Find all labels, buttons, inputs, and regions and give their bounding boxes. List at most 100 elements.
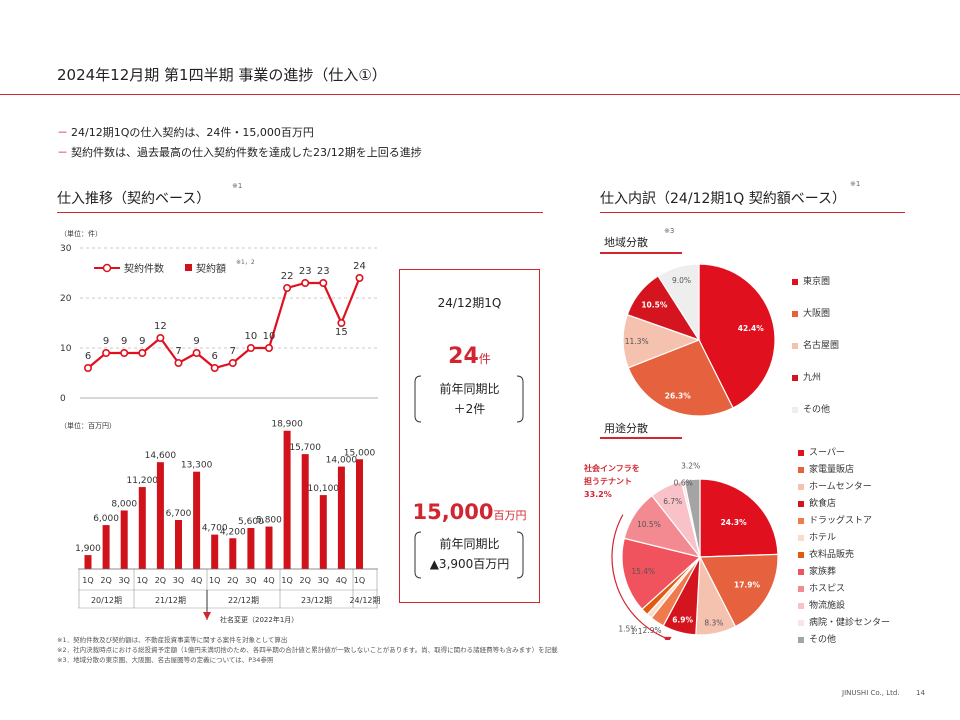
kpi-count-yoy-label: 前年同期比: [439, 382, 500, 396]
line-data-label: 9: [139, 336, 145, 347]
bar: [247, 528, 255, 569]
kpi-amount-unit: 百万円: [493, 509, 527, 522]
line-point: [283, 283, 292, 292]
legend-label: 家族葬: [809, 567, 837, 577]
kpi-count-bracket: [414, 375, 524, 423]
bar-x-tick: 2Q: [227, 576, 238, 585]
left-section-title-text: 仕入推移（契約ベース）: [57, 191, 211, 207]
pie-slice: [699, 553, 779, 628]
pie-slice: [657, 263, 700, 343]
bar: [319, 495, 327, 569]
line-point: [192, 348, 201, 357]
region-pie-title-underline: [600, 252, 682, 254]
bar-x-tick: 4Q: [191, 576, 202, 585]
legend-item: 大阪圏: [792, 306, 839, 338]
kpi-count-value: 24: [448, 344, 479, 369]
legend-swatch: [792, 310, 798, 317]
legend-item: 家電量販店: [798, 462, 890, 479]
bar-x-tick: 1Q: [82, 576, 93, 585]
region-pie: 42.4% 26.3% 11.3% 10.5% 9.0%: [622, 263, 776, 417]
pie-data-label: 10.5%: [637, 520, 661, 529]
infra-annotation-line2: 担うテナント: [584, 477, 632, 486]
legend-item: 九州: [792, 370, 839, 402]
bar: [229, 538, 237, 569]
legend-item: 東京圏: [792, 274, 839, 306]
bar-x-tick: 2Q: [300, 576, 311, 585]
kpi-amount-value: 15,000: [412, 500, 494, 524]
pie-data-label: 1.5%: [618, 624, 637, 633]
pie-data-label: 3.2%: [681, 461, 700, 470]
line-chart: （単位：件） 0 10 20 30 契約件数 契約額 ※1，2 6 9 9 9 12 7 9 6 7 10 10 22…: [60, 229, 378, 404]
line-data-label: 7: [175, 346, 181, 357]
legend-label: その他: [809, 635, 837, 645]
line-data-label: 23: [317, 266, 330, 277]
bar-data-label: 4,700: [202, 524, 228, 534]
bar-data-label: 6,700: [166, 509, 192, 519]
line-y-tick: 30: [60, 244, 72, 254]
line-point: [301, 278, 310, 287]
page-title: 2024年12月期 第1四半期 事業の進捗（仕入①）: [57, 66, 387, 84]
pie-data-label: 6.7%: [663, 497, 682, 506]
legend-swatch: [798, 500, 804, 507]
bar-x-group-label: 20/12期: [91, 596, 122, 605]
line-data-label: 12: [154, 321, 167, 332]
legend-label: ドラッグストア: [809, 516, 873, 526]
footnote-1: ※1．契約件数及び契約額は、不動産投資事業等に関する案件を対象として算出: [57, 636, 288, 644]
pie-data-label: 24.3%: [721, 518, 748, 527]
legend-item: ホテル: [798, 530, 890, 547]
line-point: [102, 348, 111, 357]
bar-data-label: 1,900: [75, 544, 101, 554]
pie-data-label: 26.3%: [665, 391, 692, 400]
bar-x-tick: 2Q: [155, 576, 166, 585]
line-y-tick: 0: [60, 394, 66, 404]
bar-data-label: 14,600: [145, 451, 177, 461]
left-section-divider: [57, 212, 543, 213]
pie-data-label: 8.3%: [704, 619, 723, 628]
pie-data-label: 0.6%: [674, 478, 693, 487]
legend-label: 大阪圏: [803, 309, 831, 319]
right-section-note: ※1: [850, 180, 861, 188]
bar-data-label: 5,600: [238, 517, 264, 527]
bar-x-tick: 1Q: [209, 576, 220, 585]
bar: [120, 510, 128, 569]
kpi-count-unit: 件: [478, 352, 491, 366]
legend-label: 東京圏: [803, 277, 831, 287]
legend-amount-label: 契約額: [196, 262, 226, 275]
footer-company: JINUSHI Co., Ltd.: [842, 689, 900, 697]
legend-label: 名古屋圏: [803, 341, 840, 351]
bar: [211, 534, 219, 569]
legend-label: 飲食店: [809, 499, 837, 509]
usage-pie: 24.3%17.9%8.3%6.9%2.9%1.11.5%15.4%10.5%6…: [611, 461, 779, 640]
bar-x-tick: 3Q: [173, 576, 184, 585]
title-divider: [0, 94, 960, 95]
usage-pie-title: 用途分散: [604, 422, 648, 435]
bar: [175, 519, 182, 569]
legend-swatch: [798, 636, 804, 643]
pie-data-label: 1.1: [631, 627, 643, 636]
pie-data-label: 15.4%: [631, 567, 655, 576]
pie-data-label: 42.4%: [738, 324, 765, 333]
legend-item: 物流施設: [798, 598, 890, 615]
legend-item: 家族葬: [798, 564, 890, 581]
bar-x-group-label: 24/12期: [349, 596, 380, 605]
footnote-2: ※2．社内決裁時点における総投資予定額（1億円未満切捨のため、各四半期の合計値と…: [57, 646, 558, 654]
legend-item: ドラッグストア: [798, 513, 890, 530]
legend-item: ホームセンター: [798, 479, 890, 496]
line-y-unit: （単位：件）: [60, 229, 102, 238]
bar-data-label: 18,900: [271, 420, 303, 430]
line-data-label: 10: [263, 331, 276, 342]
bar-x-group-label: 21/12期: [155, 596, 186, 605]
legend-swatch: [798, 517, 804, 524]
legend-label: 物流施設: [809, 601, 846, 611]
bar: [156, 462, 164, 569]
legend-item: スーパー: [798, 445, 890, 462]
kpi-amount-yoy-label: 前年同期比: [439, 537, 500, 551]
pie-data-label: 9.0%: [672, 276, 691, 285]
line-point: [138, 348, 147, 357]
bullet-text: 24/12期1Qの仕入契約は、24件・15,000百万円: [71, 126, 314, 139]
kpi-box: [399, 269, 540, 603]
line-point: [246, 343, 255, 352]
bar-data-label: 4,200: [220, 527, 246, 537]
footnote-3: ※3．地域分散の東京圏、大阪圏、名古屋圏等の定義については、P34参照: [57, 656, 274, 664]
